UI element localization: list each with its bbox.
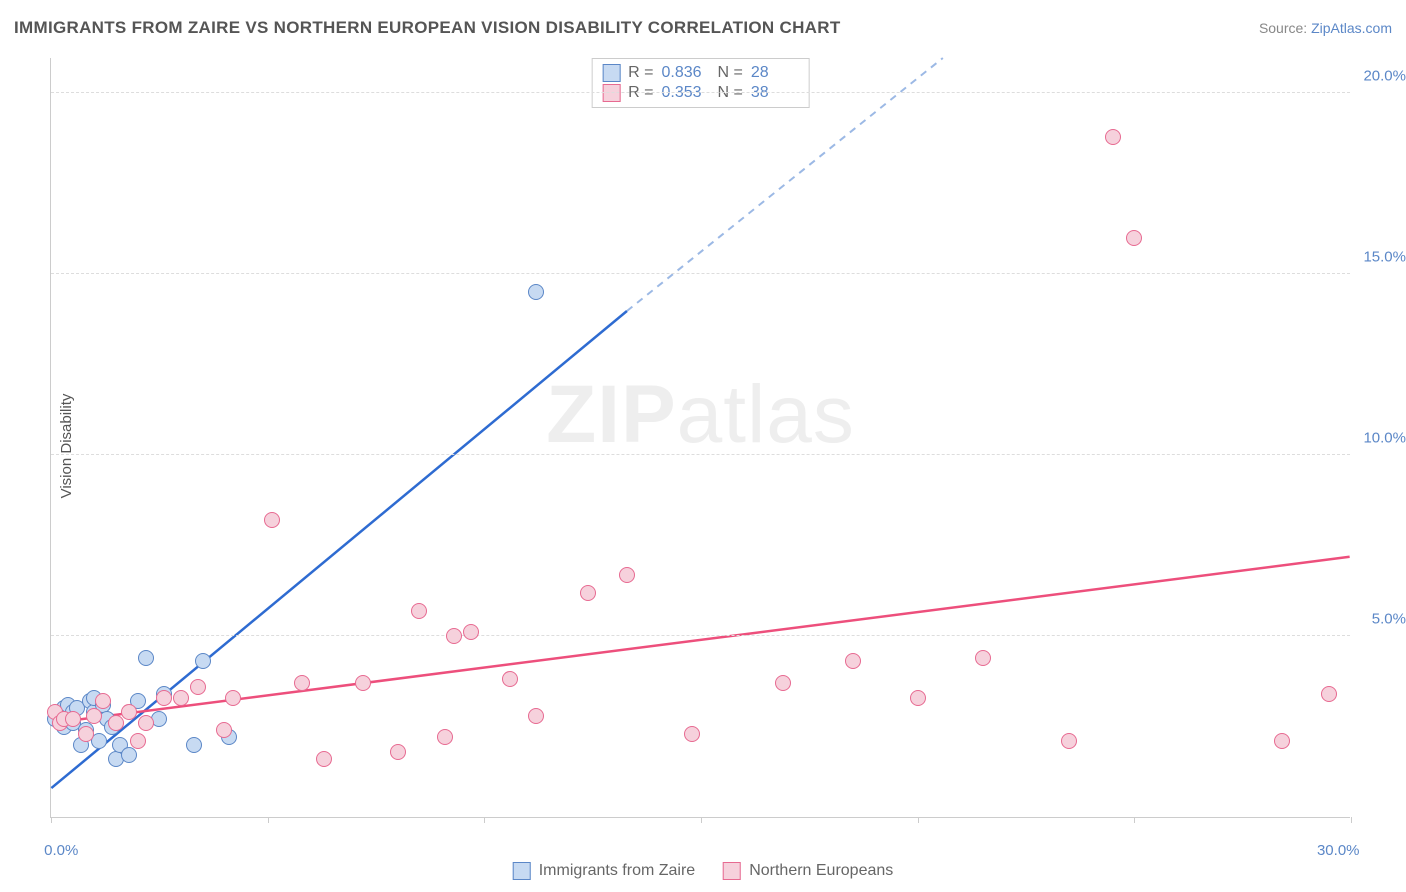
x-tick	[484, 817, 485, 823]
data-point	[190, 679, 206, 695]
x-tick	[51, 817, 52, 823]
data-point	[684, 726, 700, 742]
gridline	[51, 635, 1350, 636]
x-tick	[701, 817, 702, 823]
data-point	[446, 628, 462, 644]
data-point	[845, 653, 861, 669]
y-tick-label: 20.0%	[1363, 68, 1406, 85]
scatter-plot: ZIPatlas R =0.836N =28R =0.353N =38 5.0%…	[50, 58, 1350, 818]
data-point	[390, 744, 406, 760]
data-point	[1105, 129, 1121, 145]
legend-swatch	[723, 862, 741, 880]
data-point	[528, 708, 544, 724]
data-point	[1126, 230, 1142, 246]
x-tick-label: 0.0%	[44, 842, 78, 859]
data-point	[173, 690, 189, 706]
r-label: R =	[628, 64, 653, 82]
source-prefix: Source:	[1259, 20, 1311, 36]
n-label: N =	[718, 64, 743, 82]
data-point	[411, 603, 427, 619]
data-point	[138, 650, 154, 666]
y-tick-label: 10.0%	[1363, 430, 1406, 447]
data-point	[121, 704, 137, 720]
stats-row: R = 0.836 N = 28	[602, 63, 799, 83]
data-point	[316, 751, 332, 767]
data-point	[186, 737, 202, 753]
x-tick	[1134, 817, 1135, 823]
data-point	[294, 675, 310, 691]
gridline	[51, 454, 1350, 455]
data-point	[502, 671, 518, 687]
legend-label: Immigrants from Zaire	[539, 862, 695, 880]
title-bar: IMMIGRANTS FROM ZAIRE VS NORTHERN EUROPE…	[14, 18, 1392, 38]
data-point	[195, 653, 211, 669]
source-link[interactable]: ZipAtlas.com	[1311, 20, 1392, 36]
legend-item: Immigrants from Zaire	[513, 862, 695, 880]
x-tick-label: 30.0%	[1317, 842, 1360, 859]
legend-item: Northern Europeans	[723, 862, 893, 880]
x-tick	[268, 817, 269, 823]
data-point	[138, 715, 154, 731]
r-value: 0.836	[662, 64, 710, 82]
legend-label: Northern Europeans	[749, 862, 893, 880]
data-point	[1061, 733, 1077, 749]
data-point	[225, 690, 241, 706]
data-point	[528, 284, 544, 300]
data-point	[156, 690, 172, 706]
data-point	[580, 585, 596, 601]
data-point	[108, 715, 124, 731]
data-point	[437, 729, 453, 745]
data-point	[1321, 686, 1337, 702]
data-point	[463, 624, 479, 640]
data-point	[910, 690, 926, 706]
data-point	[619, 567, 635, 583]
x-tick	[918, 817, 919, 823]
data-point	[121, 747, 137, 763]
gridline	[51, 92, 1350, 93]
x-tick	[1351, 817, 1352, 823]
data-point	[355, 675, 371, 691]
n-value: 28	[751, 64, 799, 82]
data-point	[216, 722, 232, 738]
data-point	[130, 733, 146, 749]
source-attribution: Source: ZipAtlas.com	[1259, 20, 1392, 36]
data-point	[65, 711, 81, 727]
data-point	[95, 693, 111, 709]
y-tick-label: 15.0%	[1363, 249, 1406, 266]
data-point	[264, 512, 280, 528]
data-point	[1274, 733, 1290, 749]
stats-legend-box: R =0.836N =28R =0.353N =38	[591, 58, 810, 108]
data-point	[78, 726, 94, 742]
trend-lines	[51, 58, 1350, 817]
legend-swatch	[513, 862, 531, 880]
bottom-legend: Immigrants from Zaire Northern Europeans	[513, 862, 894, 880]
chart-title: IMMIGRANTS FROM ZAIRE VS NORTHERN EUROPE…	[14, 18, 841, 38]
data-point	[775, 675, 791, 691]
data-point	[86, 708, 102, 724]
data-point	[975, 650, 991, 666]
gridline	[51, 273, 1350, 274]
y-tick-label: 5.0%	[1372, 611, 1406, 628]
legend-swatch	[602, 64, 620, 82]
